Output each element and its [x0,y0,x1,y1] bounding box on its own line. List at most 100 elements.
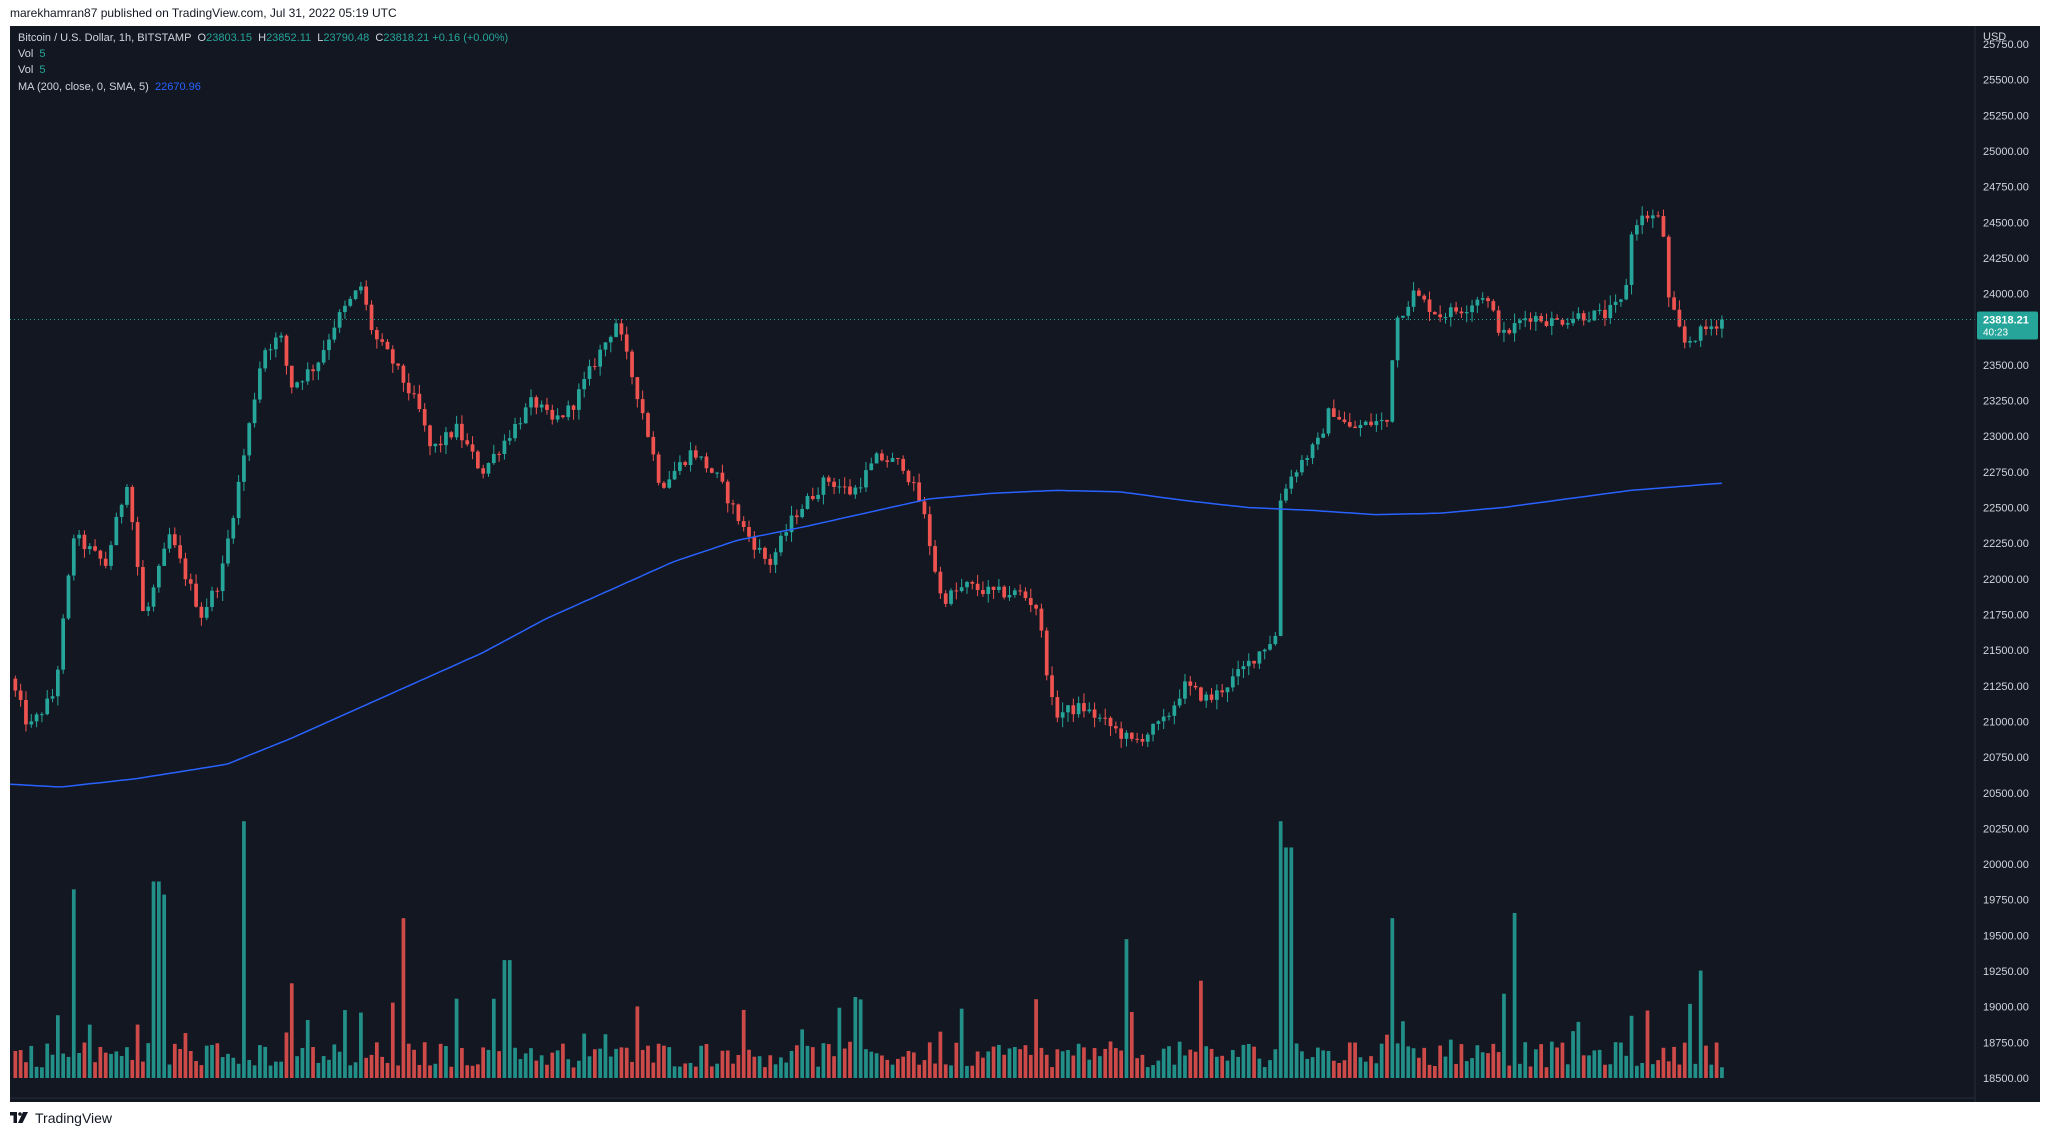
volume-bar [172,1043,177,1078]
volume-bar [465,1065,470,1078]
candle [1475,296,1480,313]
candle [614,318,618,338]
candle [1129,732,1134,742]
candle [1018,584,1023,596]
candle [784,523,789,542]
volume-bar [1613,1042,1618,1078]
volume-bar [1502,993,1506,1078]
volume-bar [24,1062,28,1078]
volume-bar [1326,1050,1331,1078]
candle [1470,299,1474,322]
candle [167,527,172,553]
candle [1714,319,1719,336]
volume-bar [268,1065,273,1078]
candle [481,464,486,479]
volume-legend-1[interactable]: Vol 5 [18,48,46,60]
volume-bar [114,1051,119,1078]
volume-bar [1358,1057,1363,1078]
candle [1209,687,1214,703]
candle [1310,442,1315,465]
tradingview-brand[interactable]: TradingView [10,1110,112,1126]
chart-frame[interactable]: USD 25750.00 25500.00 25250.00 25000.00 24750… [10,26,2040,1102]
candle [428,424,432,456]
volume-bar [353,1062,358,1078]
volume-bar [810,1047,815,1078]
candle [289,365,294,394]
currency-label: USD [1983,31,2006,43]
volume-bar [1172,1064,1177,1078]
candle [1459,307,1464,318]
candle [226,529,230,567]
candle [258,361,262,404]
candle [1411,282,1416,312]
candle [513,417,517,442]
volume-bar [167,1064,172,1078]
volume-bar [93,1062,97,1078]
volume-bar [555,1050,560,1078]
candle [688,442,693,472]
candle [1422,294,1427,303]
candle [986,580,991,603]
volume-bar [667,1047,672,1078]
volume-bar [763,1067,767,1078]
candle [529,389,533,416]
candle [571,404,576,420]
volume-bar [1624,1055,1629,1078]
candle [1496,305,1501,336]
symbol-title: Bitcoin / U.S. Dollar, 1h, BITSTAMP [18,32,192,44]
volume-bar [1672,1046,1676,1078]
volume-bar [933,1063,937,1078]
volume-bar [162,894,167,1078]
candle [938,566,943,599]
volume-bar [1539,1044,1544,1078]
candle [608,335,613,353]
candle [151,584,156,612]
volume-bar [1422,1047,1427,1078]
candle [1549,311,1554,336]
y-tick-label: 19000.00 [1983,1002,2029,1014]
volume-bar [635,1006,640,1078]
volume-bar [922,1060,927,1078]
candle [279,332,284,343]
candle [651,431,656,462]
candle [45,690,50,716]
candle [561,414,565,419]
volume-bar [864,1049,868,1078]
y-tick-label: 21250.00 [1983,681,2029,693]
volume-bar [497,1051,501,1078]
volume-bar [327,1059,331,1078]
volume-bar [1714,1042,1719,1078]
volume-bar [656,1043,661,1078]
volume-bar [757,1056,762,1078]
candle [210,586,214,612]
candle [204,598,209,621]
candle [598,344,602,376]
candle [236,475,241,525]
volume-bar [1518,1063,1522,1078]
candle [821,475,826,505]
ma-legend[interactable]: MA (200, close, 0, SMA, 5) 22670.96 [18,81,201,93]
volume-bar [406,1043,411,1078]
candle [40,712,44,723]
volume-bar [1262,1067,1267,1078]
candle [975,574,980,597]
symbol-legend[interactable]: Bitcoin / U.S. Dollar, 1h, BITSTAMP O238… [18,32,509,44]
volume-bar [295,1056,299,1078]
volume-bar [220,1057,225,1078]
volume-bar [1092,1048,1097,1078]
volume-bar [1002,1054,1007,1078]
volume-bar [1592,1050,1597,1078]
volume-bar [337,1051,342,1078]
volume-legend-2[interactable]: Vol 5 [18,64,46,76]
volume-bar [1012,1047,1017,1078]
volume-bar [975,1051,980,1078]
volume-bar [369,1054,374,1078]
volume-bar [805,1045,810,1078]
candle [1613,294,1618,313]
candle [794,509,799,525]
candle [268,343,273,360]
volume-bar [1119,1050,1124,1078]
volume-bar [364,1057,369,1078]
